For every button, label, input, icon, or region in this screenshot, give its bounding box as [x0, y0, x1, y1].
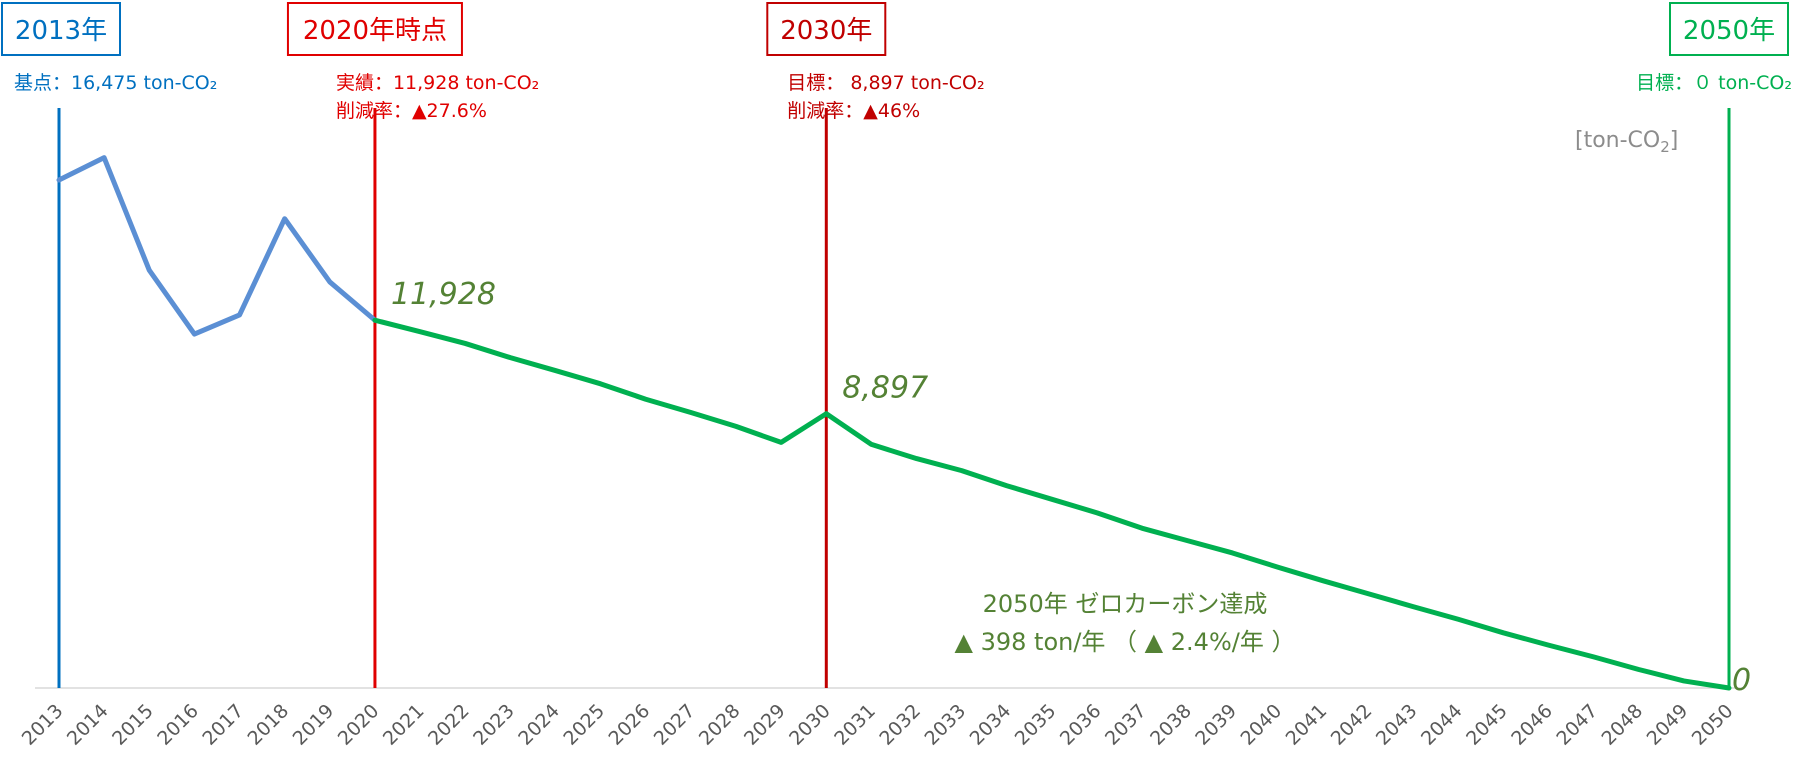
x-tick-2050: 2050 [1688, 700, 1738, 750]
series-line-actual [56, 155, 378, 337]
value-label-2050: 0 [1732, 663, 1751, 698]
summary-line-1: 2050年 ゼロカーボン達成 [983, 590, 1268, 618]
x-tick-2026: 2026 [605, 700, 655, 750]
marker-title-2020: 2020年時点 [303, 16, 447, 46]
x-tick-2037: 2037 [1101, 700, 1151, 750]
x-tick-2048: 2048 [1598, 700, 1648, 750]
value-labels: 11,928 8,897 0 [391, 277, 1751, 698]
x-tick-2031: 2031 [830, 700, 880, 750]
x-tick-2025: 2025 [559, 700, 609, 750]
x-tick-2043: 2043 [1372, 700, 1422, 750]
x-tick-2022: 2022 [424, 700, 474, 750]
marker-title-2013: 2013年 [15, 16, 107, 46]
value-label-2020: 11,928 [391, 277, 496, 312]
marker-box-2020 [286, 2, 463, 56]
x-tick-2021: 2021 [379, 700, 429, 750]
x-tick-2029: 2029 [740, 700, 790, 750]
x-tick-2017: 2017 [198, 700, 248, 750]
x-tick-2042: 2042 [1327, 700, 1377, 750]
x-tick-2047: 2047 [1552, 700, 1602, 750]
series-lines [56, 155, 1732, 691]
marker-box-2013 [1, 2, 121, 56]
x-tick-2032: 2032 [875, 700, 925, 750]
marker-box-2030 [766, 2, 887, 56]
x-tick-2040: 2040 [1236, 700, 1286, 750]
unit-label: [ton-CO2] [1575, 128, 1678, 156]
series-line-target [372, 317, 1732, 691]
x-tick-2024: 2024 [514, 700, 564, 750]
x-tick-labels: 2013201420152016201720182019202020212022… [18, 700, 1738, 750]
marker-title-2050: 2050年 [1683, 16, 1775, 46]
x-tick-2049: 2049 [1643, 700, 1693, 750]
marker-note-2050-1: 目標：０ ton-CO₂ [1636, 72, 1792, 94]
x-tick-2034: 2034 [966, 700, 1016, 750]
x-tick-2028: 2028 [695, 700, 745, 750]
x-tick-2014: 2014 [63, 700, 113, 750]
x-tick-2036: 2036 [1056, 700, 1106, 750]
x-tick-2020: 2020 [334, 700, 384, 750]
x-tick-2039: 2039 [1191, 700, 1241, 750]
x-tick-2041: 2041 [1282, 700, 1332, 750]
x-tick-2027: 2027 [650, 700, 700, 750]
summary-line-2: ▲ 398 ton/年 （ ▲ 2.4%/年 ） [955, 628, 1296, 656]
x-tick-2030: 2030 [785, 700, 835, 750]
x-tick-2015: 2015 [108, 700, 158, 750]
marker-note-2030-1: 目標： 8,897 ton-CO₂ [787, 72, 984, 94]
marker-note-2020-1: 実績：11,928 ton-CO₂ [336, 72, 539, 94]
marker-note-2013-1: 基点：16,475 ton-CO₂ [14, 72, 217, 94]
value-label-2030: 8,897 [842, 371, 928, 406]
x-tick-2035: 2035 [1011, 700, 1061, 750]
x-tick-2033: 2033 [920, 700, 970, 750]
x-tick-2046: 2046 [1507, 700, 1557, 750]
x-tick-2013: 2013 [18, 700, 68, 750]
x-tick-2018: 2018 [243, 700, 293, 750]
marker-note-2020-2: 削減率：▲27.6% [336, 100, 487, 122]
x-tick-2023: 2023 [469, 700, 519, 750]
x-tick-2045: 2045 [1462, 700, 1512, 750]
marker-title-2030: 2030年 [780, 16, 872, 46]
x-tick-2016: 2016 [153, 700, 203, 750]
x-tick-2019: 2019 [289, 700, 339, 750]
unit-label-subscript: 2 [1660, 138, 1670, 156]
x-tick-2038: 2038 [1146, 700, 1196, 750]
x-tick-2044: 2044 [1417, 700, 1467, 750]
marker-box-2050 [1669, 2, 1789, 56]
marker-note-2030-2: 削減率：▲46% [787, 100, 920, 122]
